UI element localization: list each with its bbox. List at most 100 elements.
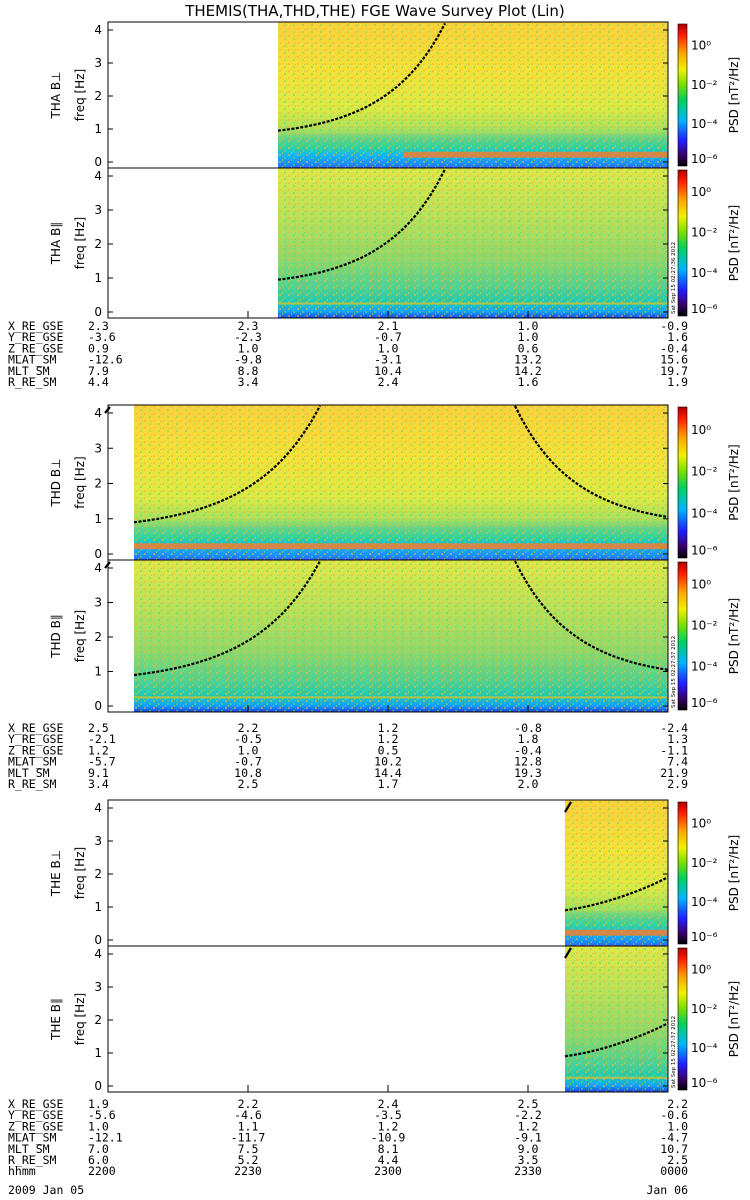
panel-tha-b: 0 1 2 3 4 THA B∥ freq [Hz] 10⁰ 10⁻² 10⁻⁴ 10⁻⁶ PSD [… — [49, 167, 741, 319]
ephemeris-tha: X_RE_GSE 2.3 2.3 2.1 1.0 -0.9 Y_RE_GSE -3.6 -2.3… — [8, 311, 688, 389]
y-axis-label: freq [Hz] — [73, 69, 87, 121]
generation-stamp: Sat Sep 15 02:27:36 2012 — [671, 242, 677, 314]
ephemeris-value: -12.6 — [88, 353, 123, 367]
ephemeris-row-label: MLT_SM — [8, 1142, 50, 1156]
colorbar-tick-label: 10⁰ — [691, 185, 711, 199]
ephemeris-value: 2.2 — [667, 1097, 688, 1111]
ephemeris-value: -0.6 — [660, 1108, 688, 1122]
ephemeris-value: 8.8 — [238, 364, 259, 378]
colorbar-label: PSD [nT²/Hz] — [727, 598, 741, 674]
ephemeris-value: -10.9 — [371, 1131, 406, 1145]
ephemeris-value: 1.9 — [667, 375, 688, 389]
ephemeris-value: 1.2 — [378, 1119, 399, 1133]
y-tick-label: 3 — [94, 596, 102, 610]
ephemeris-value: 2.3 — [238, 319, 259, 333]
y-tick-label: 1 — [94, 512, 102, 526]
ephemeris-value: 1.7 — [378, 777, 399, 791]
y-tick-label: 4 — [94, 947, 102, 961]
ephemeris-value: 0.9 — [88, 341, 109, 355]
y-tick-label: 1 — [94, 122, 102, 136]
y-tick-label: 0 — [94, 305, 102, 319]
ephemeris-value: -0.4 — [660, 341, 688, 355]
ephemeris-value: 2230 — [234, 1164, 262, 1178]
ephemeris-row-label: R_RE_SM — [8, 777, 57, 791]
ephemeris-value: 7.0 — [88, 1142, 109, 1156]
ephemeris-value: -4.6 — [234, 1108, 262, 1122]
panel-the-b: 0 1 2 3 4 THE B⊥ freq [Hz] 10⁰ 10⁻² 10⁻⁴ 10⁻⁶ PSD [… — [49, 799, 741, 947]
colorbar-tick-label: 10⁰ — [691, 577, 711, 591]
ephemeris-row-label: Y_RE_GSE — [8, 330, 63, 344]
low-freq-band — [403, 151, 668, 158]
ephemeris-value: -0.5 — [234, 732, 262, 746]
colorbar-tick-label: 10⁻² — [691, 856, 718, 870]
y-tick-label: 0 — [94, 547, 102, 561]
colorbar-label: PSD [nT²/Hz] — [727, 981, 741, 1057]
colorbar-tick-label: 10⁰ — [691, 816, 711, 830]
y-tick-label: 0 — [94, 699, 102, 713]
ephemeris-value: 2.5 — [88, 721, 109, 735]
ephemeris-value: 2330 — [514, 1164, 542, 1178]
ephemeris-value: -2.1 — [88, 732, 116, 746]
colorbar — [677, 561, 688, 711]
ephemeris-value: 3.4 — [88, 777, 109, 791]
ephemeris-value: 3.5 — [518, 1153, 539, 1167]
ephemeris-row-label: Z_RE_GSE — [8, 743, 63, 757]
ephemeris-value: -0.9 — [660, 319, 688, 333]
frequency-curve-stub — [104, 561, 111, 569]
y-tick-label: 3 — [94, 980, 102, 994]
y-tick-label: 2 — [94, 1013, 102, 1027]
ephemeris-value: 1.0 — [238, 341, 259, 355]
spectrogram-texture — [278, 22, 668, 168]
ephemeris-row-label: MLAT_SM — [8, 1131, 57, 1145]
y-tick-label: 3 — [94, 441, 102, 455]
spectrogram-texture — [134, 560, 668, 712]
ephemeris-value: 1.0 — [378, 341, 399, 355]
panel-tha-b: 0 1 2 3 4 THA B⊥ freq [Hz] 10⁰ 10⁻² 10⁻⁴ 10⁻⁶ PSD [… — [49, 21, 741, 169]
ephemeris-value: 1.0 — [667, 1119, 688, 1133]
y-tick-label: 2 — [94, 89, 102, 103]
ephemeris-value: 1.3 — [667, 732, 688, 746]
ephemeris-value: 2.5 — [238, 777, 259, 791]
ephemeris-row-label: Z_RE_GSE — [8, 341, 63, 355]
ephemeris-value: -0.7 — [374, 330, 402, 344]
y-tick-label: 2 — [94, 630, 102, 644]
frequency-curve — [277, 168, 446, 281]
ephemeris-value: 2.1 — [378, 319, 399, 333]
ephemeris-value: -5.6 — [88, 1108, 116, 1122]
panel-label: THA B∥ — [49, 222, 63, 266]
ephemeris-value: -5.7 — [88, 755, 116, 769]
frequency-curve — [133, 405, 321, 524]
ephemeris-value: 3.4 — [238, 375, 259, 389]
ephemeris-value: -3.5 — [374, 1108, 402, 1122]
ephemeris-value: 7.5 — [238, 1142, 259, 1156]
ephemeris-row-label: Y_RE_GSE — [8, 1108, 63, 1122]
panel-label: THA B⊥ — [49, 71, 63, 119]
ephemeris-value: 2.4 — [378, 1097, 399, 1111]
colorbar-label: PSD [nT²/Hz] — [727, 205, 741, 281]
y-tick-label: 0 — [94, 155, 102, 169]
ephemeris-the: X_RE_GSE 1.9 2.2 2.4 2.5 2.2 Y_RE_GSE -5.6 -4.6 -… — [8, 1085, 688, 1178]
low-freq-band — [134, 543, 668, 550]
ephemeris-value: 0000 — [660, 1164, 688, 1178]
ephemeris-value: 14.4 — [374, 766, 402, 780]
colorbar-tick-label: 10⁻⁶ — [691, 930, 718, 944]
generation-stamp: Sat Sep 15 02:27:37 2012 — [671, 1016, 677, 1088]
y-tick-label: 3 — [94, 834, 102, 848]
ephemeris-row-label: X_RE_GSE — [8, 319, 63, 333]
ephemeris-value: 2.4 — [378, 375, 399, 389]
y-tick-label: 4 — [94, 801, 102, 815]
ephemeris-row-label: Y_RE_GSE — [8, 732, 63, 746]
ephemeris-value: -2.3 — [234, 330, 262, 344]
ephemeris-value: 12.8 — [514, 755, 542, 769]
ephemeris-value: 1.0 — [238, 743, 259, 757]
colorbar-tick-label: 10⁻⁴ — [691, 659, 718, 673]
y-tick-label: 4 — [94, 169, 102, 183]
colorbar-tick-label: 10⁻⁶ — [691, 696, 718, 710]
ephemeris-value: -4.7 — [660, 1131, 688, 1145]
ephemeris-row-label: hhmm — [8, 1164, 36, 1178]
ephemeris-value: 1.0 — [88, 1119, 109, 1133]
y-axis-label: freq [Hz] — [73, 847, 87, 899]
ephemeris-row-label: Z_RE_GSE — [8, 1119, 63, 1133]
colorbar — [677, 23, 688, 167]
